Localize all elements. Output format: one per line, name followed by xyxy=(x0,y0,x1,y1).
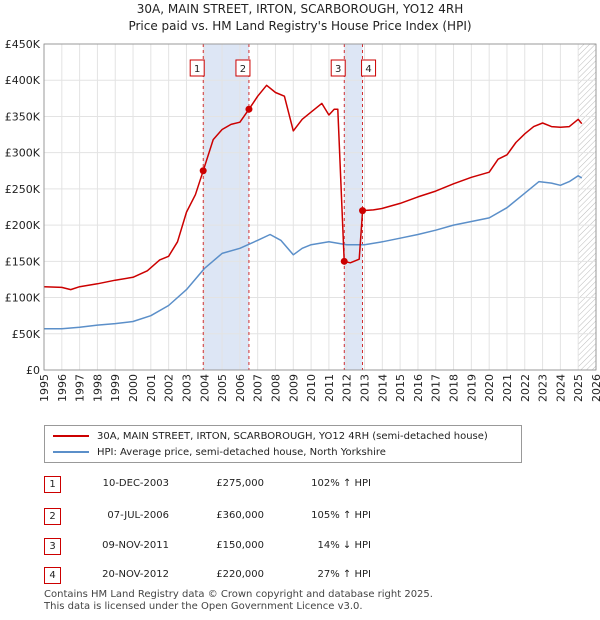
x-tick-label: 2010 xyxy=(305,374,318,402)
x-tick-label: 2019 xyxy=(465,374,478,402)
x-tick-label: 1999 xyxy=(109,374,122,402)
legend-item-hpi: HPI: Average price, semi-detached house,… xyxy=(53,445,386,459)
transaction-price: £275,000 xyxy=(216,478,264,489)
x-tick-label: 2002 xyxy=(163,374,176,402)
y-tick-label: £250K xyxy=(5,183,41,196)
x-tick-label: 2017 xyxy=(430,374,443,402)
plot-frame xyxy=(43,43,597,371)
x-tick-label: 2022 xyxy=(519,374,532,402)
transaction-date: 10-DEC-2003 xyxy=(102,478,169,489)
x-tick-label: 2026 xyxy=(590,374,600,402)
transaction-row: 2 07-JUL-2006 £360,000 105% ↑ HPI xyxy=(44,506,544,526)
chart-subtitle: Price paid vs. HM Land Registry's House … xyxy=(128,19,472,33)
sale-label-number: 3 xyxy=(335,64,341,75)
hpi-line xyxy=(44,175,583,330)
transaction-hpi-change: 105% ↑ HPI xyxy=(311,510,371,521)
sale-point xyxy=(340,257,348,265)
x-tick-label: 2023 xyxy=(537,374,550,402)
sale-label-box xyxy=(361,59,377,77)
x-tick-label: 2020 xyxy=(483,374,496,402)
sale-label-box xyxy=(235,59,251,77)
chart-title: 30A, MAIN STREET, IRTON, SCARBOROUGH, YO… xyxy=(136,2,464,16)
x-tick-label: 2021 xyxy=(501,374,514,402)
x-tick-label: 2001 xyxy=(145,374,158,402)
footer-licence: This data is licensed under the Open Gov… xyxy=(44,601,363,612)
x-tick-label: 2009 xyxy=(287,374,300,402)
transaction-price: £360,000 xyxy=(216,510,264,521)
transaction-date: 20-NOV-2012 xyxy=(102,569,169,580)
y-tick-label: £150K xyxy=(5,255,41,268)
x-tick-label: 1998 xyxy=(91,374,104,402)
x-tick-label: 2013 xyxy=(359,374,372,402)
plot-area xyxy=(44,44,596,370)
x-tick-label: 2025 xyxy=(572,374,585,402)
sale-point xyxy=(199,167,207,175)
x-tick-label: 2014 xyxy=(376,374,389,402)
transaction-row: 1 10-DEC-2003 £275,000 102% ↑ HPI xyxy=(44,474,544,494)
y-tick-label: £400K xyxy=(5,74,41,87)
transaction-row: 4 20-NOV-2012 £220,000 27% ↑ HPI xyxy=(44,565,544,585)
transaction-marker: 3 xyxy=(44,538,61,555)
x-tick-label: 2007 xyxy=(252,374,265,402)
transaction-marker: 4 xyxy=(44,567,61,584)
sale-label-number: 1 xyxy=(194,64,200,75)
x-tick-label: 2016 xyxy=(412,374,425,402)
x-tick-label: 2005 xyxy=(216,374,229,402)
y-tick-label: £350K xyxy=(5,110,41,123)
sale-point xyxy=(245,105,253,113)
sale-label-number: 2 xyxy=(240,64,246,75)
x-tick-label: 2018 xyxy=(448,374,461,402)
x-tick-label: 2003 xyxy=(180,374,193,402)
x-tick-label: 2000 xyxy=(127,374,140,402)
y-tick-label: £0 xyxy=(26,364,40,377)
y-tick-label: £300K xyxy=(5,147,41,160)
legend: 30A, MAIN STREET, IRTON, SCARBOROUGH, YO… xyxy=(44,425,522,463)
footer-copyright: Contains HM Land Registry data © Crown c… xyxy=(44,589,433,600)
transaction-hpi-change: 102% ↑ HPI xyxy=(311,478,371,489)
y-tick-label: £450K xyxy=(5,38,41,51)
x-tick-label: 2015 xyxy=(394,374,407,402)
transaction-date: 07-JUL-2006 xyxy=(107,510,169,521)
x-tick-label: 1997 xyxy=(74,374,87,402)
price-chart: £0 £50K £100K £150K £200K £250K £300K £350K £400… xyxy=(5,38,600,402)
legend-item-property: 30A, MAIN STREET, IRTON, SCARBOROUGH, YO… xyxy=(53,429,488,443)
property-price-line xyxy=(43,84,583,291)
y-tick-label: £50K xyxy=(12,328,41,341)
legend-swatch-hpi xyxy=(53,451,89,453)
transaction-price: £150,000 xyxy=(216,540,264,551)
x-tick-label: 1995 xyxy=(38,374,51,402)
y-tick-label: £200K xyxy=(5,219,41,232)
x-tick-label: 2012 xyxy=(341,374,354,402)
x-tick-label: 2006 xyxy=(234,374,247,402)
sale-point xyxy=(359,207,367,215)
x-tick-label: 2024 xyxy=(554,374,567,402)
x-tick-label: 2008 xyxy=(269,374,282,402)
transaction-marker: 1 xyxy=(44,476,61,493)
forecast-hatch xyxy=(578,44,596,370)
transaction-hpi-change: 27% ↑ HPI xyxy=(317,569,371,580)
transaction-price: £220,000 xyxy=(216,569,264,580)
legend-swatch-property xyxy=(53,435,89,437)
sale-label-number: 4 xyxy=(365,64,371,75)
sale-period-shade xyxy=(203,44,249,370)
sale-label-box xyxy=(330,59,346,77)
transaction-row: 3 09-NOV-2011 £150,000 14% ↓ HPI xyxy=(44,536,544,556)
legend-label-property: 30A, MAIN STREET, IRTON, SCARBOROUGH, YO… xyxy=(97,430,488,442)
transaction-hpi-change: 14% ↓ HPI xyxy=(317,540,371,551)
transaction-date: 09-NOV-2011 xyxy=(102,540,169,551)
sale-period-shade xyxy=(344,44,363,370)
legend-label-hpi: HPI: Average price, semi-detached house,… xyxy=(97,446,386,458)
x-tick-label: 1996 xyxy=(56,374,69,402)
x-tick-label: 2011 xyxy=(323,374,336,402)
y-tick-label: £100K xyxy=(5,292,41,305)
sale-label-box xyxy=(189,59,205,77)
x-tick-label: 2004 xyxy=(198,374,211,402)
transaction-marker: 2 xyxy=(44,508,61,525)
